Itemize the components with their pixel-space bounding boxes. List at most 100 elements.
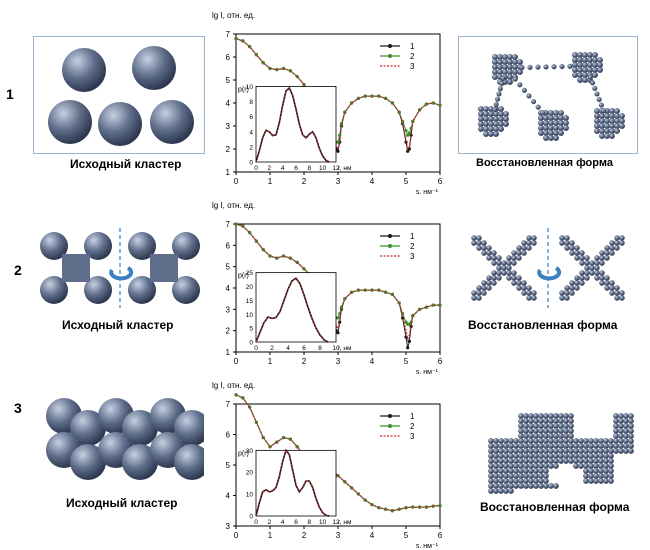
bead bbox=[573, 448, 579, 454]
bead bbox=[587, 62, 593, 68]
bead bbox=[553, 433, 559, 439]
original-cluster-frame-1 bbox=[33, 36, 205, 154]
bead bbox=[511, 255, 517, 261]
bead bbox=[486, 275, 492, 281]
x-tick-label: 4 bbox=[370, 531, 375, 540]
bead bbox=[498, 468, 504, 474]
bead bbox=[604, 133, 610, 139]
bead bbox=[481, 240, 487, 246]
series-1-point bbox=[336, 331, 340, 335]
bead bbox=[558, 120, 564, 126]
bead bbox=[604, 245, 610, 251]
x-tick-label: 6 bbox=[438, 177, 443, 186]
bead bbox=[493, 126, 499, 132]
bead bbox=[569, 250, 575, 256]
sphere bbox=[70, 444, 106, 480]
bead bbox=[568, 428, 574, 434]
bead bbox=[508, 453, 514, 459]
bead bbox=[498, 458, 504, 464]
bead bbox=[603, 478, 609, 484]
bead bbox=[516, 285, 522, 291]
bead bbox=[528, 463, 534, 469]
series-2-point bbox=[404, 129, 408, 133]
bead bbox=[599, 280, 605, 286]
bead bbox=[619, 123, 625, 129]
bead bbox=[503, 483, 509, 489]
bead bbox=[493, 448, 499, 454]
bead bbox=[543, 130, 549, 136]
bead bbox=[563, 115, 569, 121]
bead bbox=[543, 428, 549, 434]
bead bbox=[508, 483, 514, 489]
bead bbox=[563, 418, 569, 424]
bead bbox=[553, 413, 559, 419]
bead bbox=[497, 69, 503, 75]
bead bbox=[590, 80, 596, 86]
bead bbox=[493, 488, 499, 494]
bead bbox=[578, 463, 584, 469]
bead bbox=[574, 285, 580, 291]
bead bbox=[563, 433, 569, 439]
bead bbox=[614, 123, 620, 129]
x-tick-label: 5 bbox=[404, 531, 409, 540]
bead bbox=[613, 448, 619, 454]
legend-marker-1 bbox=[388, 234, 392, 238]
row-number-2: 2 bbox=[14, 262, 22, 278]
bead bbox=[608, 453, 614, 459]
bead bbox=[598, 458, 604, 464]
bead bbox=[599, 250, 605, 256]
bead bbox=[584, 260, 590, 266]
bead bbox=[599, 133, 605, 139]
bead bbox=[523, 443, 529, 449]
bead bbox=[516, 250, 522, 256]
bead bbox=[528, 478, 534, 484]
bead bbox=[493, 438, 499, 444]
bead bbox=[588, 463, 594, 469]
bead bbox=[582, 72, 588, 78]
bead bbox=[564, 240, 570, 246]
bead bbox=[531, 290, 537, 296]
bead bbox=[563, 423, 569, 429]
bead bbox=[588, 468, 594, 474]
bead bbox=[573, 453, 579, 459]
bead bbox=[526, 245, 532, 251]
bead bbox=[533, 468, 539, 474]
bead bbox=[614, 240, 620, 246]
inset-curve-red bbox=[255, 87, 330, 163]
series-2-point bbox=[407, 131, 411, 135]
bead bbox=[593, 478, 599, 484]
bead bbox=[528, 438, 534, 444]
bead bbox=[572, 72, 578, 78]
bead bbox=[513, 448, 519, 454]
y-tick-label: 7 bbox=[226, 220, 231, 229]
bead bbox=[516, 280, 522, 286]
inset-x-tick-label: 8 bbox=[308, 519, 312, 526]
bead bbox=[513, 458, 519, 464]
bead bbox=[613, 443, 619, 449]
bead bbox=[614, 113, 620, 119]
bead bbox=[553, 438, 559, 444]
bead bbox=[564, 235, 570, 241]
bead bbox=[628, 443, 634, 449]
bead bbox=[523, 483, 529, 489]
bead bbox=[488, 458, 494, 464]
bead bbox=[609, 250, 615, 256]
y-tick-label: 3 bbox=[226, 522, 231, 531]
bead bbox=[538, 125, 544, 131]
bead bbox=[526, 285, 532, 291]
sphere bbox=[70, 410, 106, 446]
bead bbox=[619, 113, 625, 119]
bead bbox=[553, 463, 559, 469]
bead bbox=[513, 473, 519, 479]
bead bbox=[569, 240, 575, 246]
bead bbox=[594, 108, 600, 114]
sphere bbox=[150, 100, 194, 144]
bead bbox=[528, 443, 534, 449]
bead bbox=[613, 433, 619, 439]
y-tick-label: 5 bbox=[226, 461, 231, 470]
original-cluster-caption-2: Исходный кластер bbox=[62, 318, 174, 332]
bead bbox=[614, 245, 620, 251]
bead bbox=[508, 463, 514, 469]
bead bbox=[609, 113, 615, 119]
bead bbox=[493, 121, 499, 127]
